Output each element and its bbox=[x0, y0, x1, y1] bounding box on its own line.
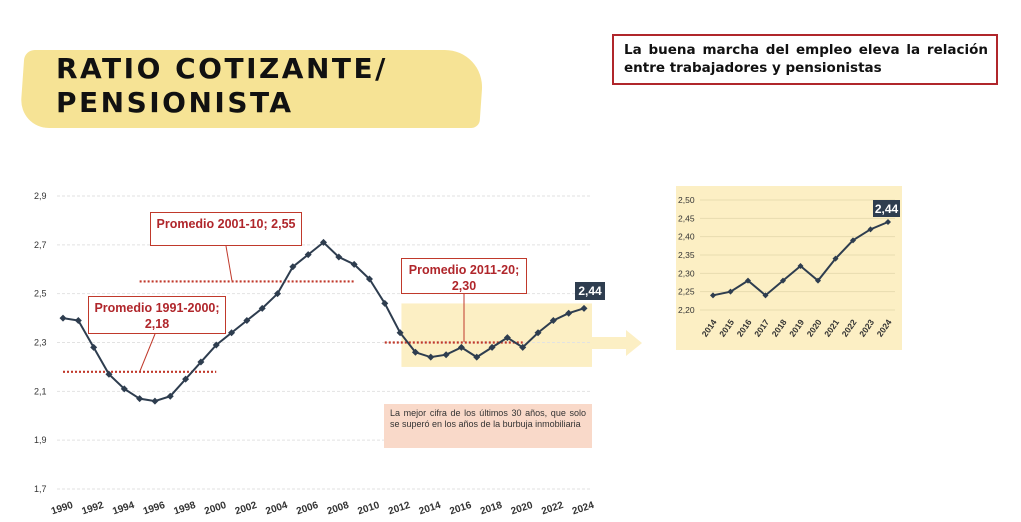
y-tick-label: 2,3 bbox=[34, 338, 47, 348]
data-point bbox=[90, 343, 98, 351]
last-value-badge: 2,44 bbox=[575, 282, 605, 300]
x-tick-label: 2020 bbox=[510, 500, 535, 517]
data-point bbox=[549, 317, 557, 325]
data-point bbox=[365, 275, 373, 283]
data-point bbox=[59, 314, 67, 322]
inset-data-point bbox=[727, 288, 734, 295]
data-point bbox=[151, 397, 159, 405]
data-point bbox=[274, 290, 282, 298]
y-tick-label: 1,9 bbox=[34, 435, 47, 445]
x-tick-label: 1996 bbox=[142, 500, 167, 517]
data-point bbox=[212, 341, 220, 349]
data-point bbox=[396, 329, 404, 337]
inset-y-tick-label: 2,45 bbox=[678, 213, 695, 223]
x-tick-label: 2006 bbox=[295, 500, 320, 517]
data-point bbox=[136, 395, 144, 403]
inset-data-point bbox=[745, 277, 751, 284]
data-point bbox=[580, 304, 588, 312]
callout-connector bbox=[225, 245, 233, 282]
data-point bbox=[197, 358, 205, 366]
annotation-note: La mejor cifra de los últimos 30 años, q… bbox=[384, 404, 592, 448]
data-point bbox=[411, 348, 419, 356]
y-tick-label: 2,7 bbox=[34, 240, 47, 250]
inset-data-point bbox=[885, 219, 891, 225]
data-point bbox=[304, 251, 312, 259]
data-point bbox=[335, 253, 343, 261]
x-tick-label: 2004 bbox=[264, 500, 289, 517]
data-point bbox=[381, 299, 389, 307]
inset-arrow bbox=[592, 330, 642, 356]
inset-y-tick-label: 2,40 bbox=[678, 232, 695, 242]
data-point bbox=[228, 329, 236, 337]
page-title: RATIO COTIZANTE/ PENSIONISTA bbox=[56, 52, 388, 120]
inset-data-point bbox=[850, 237, 856, 244]
data-point bbox=[503, 334, 511, 342]
inset-data-point bbox=[710, 292, 716, 299]
x-tick-label: 1992 bbox=[81, 500, 106, 517]
x-tick-label: 1990 bbox=[50, 500, 75, 517]
inset-data-point bbox=[832, 255, 839, 262]
inset-y-tick-label: 2,30 bbox=[678, 268, 695, 278]
data-point bbox=[105, 370, 113, 378]
x-tick-label: 2000 bbox=[203, 500, 228, 517]
callout-avg-2001-2010: Promedio 2001-10; 2,55 bbox=[150, 212, 302, 246]
inset-data-point bbox=[815, 277, 821, 284]
data-point bbox=[565, 309, 573, 317]
callout-avg-1991-2000: Promedio 1991-2000; 2,18 bbox=[88, 296, 226, 334]
inset-data-point bbox=[797, 263, 804, 269]
x-tick-label: 2010 bbox=[356, 500, 381, 517]
title-line-2: PENSIONISTA bbox=[56, 86, 294, 119]
data-point bbox=[442, 351, 450, 359]
x-tick-label: 2002 bbox=[234, 500, 259, 517]
data-point bbox=[243, 317, 251, 325]
inset-data-point bbox=[867, 226, 874, 233]
data-point bbox=[350, 260, 358, 268]
inset-y-tick-label: 2,25 bbox=[678, 287, 695, 297]
data-point bbox=[74, 317, 82, 325]
callout-avg-2011-2020: Promedio 2011-20; 2,30 bbox=[401, 258, 527, 294]
x-tick-label: 2014 bbox=[418, 500, 443, 517]
x-tick-label: 2018 bbox=[479, 500, 504, 517]
data-point bbox=[182, 375, 190, 383]
inset-last-value-badge: 2,44 bbox=[873, 200, 900, 217]
y-tick-label: 1,7 bbox=[34, 484, 47, 494]
x-tick-label: 2016 bbox=[448, 500, 473, 517]
x-tick-label: 2012 bbox=[387, 500, 412, 517]
title-line-1: RATIO COTIZANTE/ bbox=[56, 52, 388, 85]
data-point bbox=[473, 353, 481, 361]
data-point bbox=[488, 343, 496, 351]
y-tick-label: 2,9 bbox=[34, 191, 47, 201]
x-tick-label: 2008 bbox=[326, 500, 351, 517]
x-tick-label: 1994 bbox=[111, 500, 136, 517]
data-point bbox=[427, 353, 435, 361]
data-point bbox=[166, 392, 174, 400]
data-point bbox=[289, 263, 297, 271]
data-point bbox=[457, 343, 465, 351]
y-tick-label: 2,5 bbox=[34, 289, 47, 299]
inset-background bbox=[676, 186, 902, 350]
data-point bbox=[519, 343, 527, 351]
data-point bbox=[320, 238, 327, 246]
data-point bbox=[258, 304, 266, 312]
inset-y-tick-label: 2,20 bbox=[678, 305, 695, 315]
x-tick-label: 2024 bbox=[571, 500, 596, 517]
headline-box: La buena marcha del empleo eleva la rela… bbox=[612, 34, 998, 85]
inset-data-point bbox=[762, 292, 769, 299]
y-tick-label: 2,1 bbox=[34, 386, 47, 396]
data-point bbox=[534, 329, 542, 337]
inset-y-tick-label: 2,50 bbox=[678, 195, 695, 205]
data-point bbox=[120, 385, 128, 393]
x-tick-label: 2022 bbox=[540, 500, 565, 517]
inset-data-point bbox=[780, 277, 786, 284]
x-tick-label: 1998 bbox=[173, 500, 198, 517]
inset-y-tick-label: 2,35 bbox=[678, 250, 695, 260]
callout-connector bbox=[139, 333, 156, 372]
